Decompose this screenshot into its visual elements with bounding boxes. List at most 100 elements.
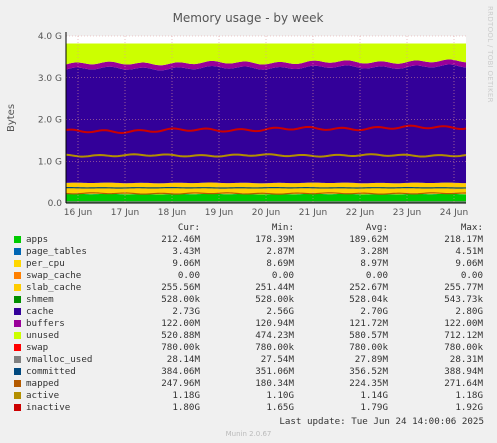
legend-max: 388.94M <box>444 366 483 377</box>
legend-min: 180.34M <box>255 378 294 389</box>
x-tick-label: 18 Jun <box>158 208 186 218</box>
legend-min: 178.39M <box>255 234 294 245</box>
legend-series-name: committed <box>26 366 76 377</box>
chart-title: Memory usage - by week <box>173 11 324 25</box>
legend-avg: 189.62M <box>349 234 388 245</box>
legend-avg: 580.57M <box>349 330 388 341</box>
legend-max: 122.00M <box>444 318 483 329</box>
legend-row-mapped: mapped 247.96M 180.34M 224.35M 271.64M <box>0 378 497 390</box>
legend-series-name: page_tables <box>26 246 87 257</box>
legend-row-slab-cache: slab_cache 255.56M 251.44M 252.67M 255.77M <box>0 282 497 294</box>
legend-header: Cur: Min: Avg: Max: <box>0 222 497 234</box>
legend-max: 0.00 <box>460 270 483 281</box>
legend-series-name: slab_cache <box>26 282 82 293</box>
legend-row-per-cpu: per_cpu 9.06M 8.69M 8.97M 9.06M <box>0 258 497 270</box>
legend-min: 120.94M <box>255 318 294 329</box>
legend-avg: 8.97M <box>360 258 388 269</box>
legend-row-cache: cache 2.73G 2.56G 2.70G 2.80G <box>0 306 497 318</box>
legend-row-apps: apps 212.46M 178.39M 189.62M 218.17M <box>0 234 497 246</box>
legend-min: 8.69M <box>266 258 294 269</box>
legend-min: 351.06M <box>255 366 294 377</box>
legend-max: 1.92G <box>455 402 483 413</box>
legend-series-name: shmem <box>26 294 54 305</box>
legend-avg: 224.35M <box>349 378 388 389</box>
legend-avg: 356.52M <box>349 366 388 377</box>
legend-swatch <box>14 392 21 399</box>
area-page-tables <box>66 193 466 195</box>
legend-min: 780.00k <box>255 342 294 353</box>
x-tick-label: 22 Jun <box>346 208 374 218</box>
legend-min: 528.00k <box>255 294 294 305</box>
x-tick-label: 19 Jun <box>205 208 233 218</box>
legend-swatch <box>14 404 21 411</box>
legend-cur: 28.14M <box>166 354 200 365</box>
legend-min: 251.44M <box>255 282 294 293</box>
legend-swatch <box>14 344 21 351</box>
legend-swatch <box>14 308 21 315</box>
legend-cur: 780.00k <box>161 342 200 353</box>
legend-avg: 1.14G <box>360 390 388 401</box>
legend-avg: 1.79G <box>360 402 388 413</box>
legend-min: 474.23M <box>255 330 294 341</box>
x-tick-label: 21 Jun <box>299 208 327 218</box>
legend-cur: 1.80G <box>172 402 200 413</box>
legend-series-name: swap <box>26 342 49 353</box>
legend-row-vmalloc-used: vmalloc_used 28.14M 27.54M 27.89M 28.31M <box>0 354 497 366</box>
area-shmem <box>66 182 466 184</box>
legend-swatch <box>14 380 21 387</box>
x-tick-label: 20 Jun <box>252 208 280 218</box>
legend-swatch <box>14 332 21 339</box>
legend-swatch <box>14 284 21 291</box>
rrdtool-watermark: RRDTOOL / TOBI OETIKER <box>486 6 494 103</box>
munin-version: Munin 2.0.67 <box>225 430 272 438</box>
legend-header-cur: Cur: <box>177 222 200 233</box>
line-mapped <box>65 192 467 195</box>
legend-cur: 2.73G <box>172 306 200 317</box>
legend-cur: 384.06M <box>161 366 200 377</box>
legend-max: 255.77M <box>444 282 483 293</box>
line-active <box>65 153 467 158</box>
legend-max: 4.51M <box>455 246 483 257</box>
legend-max: 543.73k <box>444 294 483 305</box>
legend-max: 9.06M <box>455 258 483 269</box>
legend-avg: 2.70G <box>360 306 388 317</box>
y-tick-label: 4.0 G <box>38 32 62 42</box>
legend-row-unused: unused 520.88M 474.23M 580.57M 712.12M <box>0 330 497 342</box>
legend-max: 28.31M <box>449 354 483 365</box>
legend-header-avg: Avg: <box>365 222 388 233</box>
legend-min: 0.00 <box>271 270 294 281</box>
legend-header-max: Max: <box>460 222 483 233</box>
last-update: Last update: Tue Jun 24 14:00:06 2025 <box>279 416 484 427</box>
legend-max: 271.64M <box>444 378 483 389</box>
legend-avg: 3.28M <box>360 246 388 257</box>
legend-row-swap-cache: swap_cache 0.00 0.00 0.00 0.00 <box>0 270 497 282</box>
legend-series-name: unused <box>26 330 60 341</box>
legend-min: 27.54M <box>260 354 294 365</box>
legend-cur: 1.18G <box>172 390 200 401</box>
area-buffers <box>66 59 466 71</box>
legend-swatch <box>14 356 21 363</box>
legend-series-name: mapped <box>26 378 60 389</box>
legend-avg: 252.67M <box>349 282 388 293</box>
legend-row-swap: swap 780.00k 780.00k 780.00k 780.00k <box>0 342 497 354</box>
legend-min: 1.10G <box>266 390 294 401</box>
legend-row-page-tables: page_tables 3.43M 2.87M 3.28M 4.51M <box>0 246 497 258</box>
legend-max: 780.00k <box>444 342 483 353</box>
legend-min: 1.65G <box>266 402 294 413</box>
legend-swatch <box>14 272 21 279</box>
legend-series-name: swap_cache <box>26 270 82 281</box>
y-tick-label: 3.0 G <box>38 74 62 84</box>
legend-cur: 122.00M <box>161 318 200 329</box>
legend-cur: 9.06M <box>172 258 200 269</box>
legend-cur: 0.00 <box>177 270 200 281</box>
legend-max: 1.18G <box>455 390 483 401</box>
y-tick-label: 0.0 <box>48 199 63 209</box>
y-axis-label: Bytes <box>6 104 17 132</box>
legend-row-inactive: inactive 1.80G 1.65G 1.79G 1.92G <box>0 402 497 414</box>
legend-swatch <box>14 368 21 375</box>
legend-series-name: inactive <box>26 402 71 413</box>
legend-min: 2.87M <box>266 246 294 257</box>
legend-cur: 520.88M <box>161 330 200 341</box>
legend-cur: 528.00k <box>161 294 200 305</box>
legend-max: 2.80G <box>455 306 483 317</box>
